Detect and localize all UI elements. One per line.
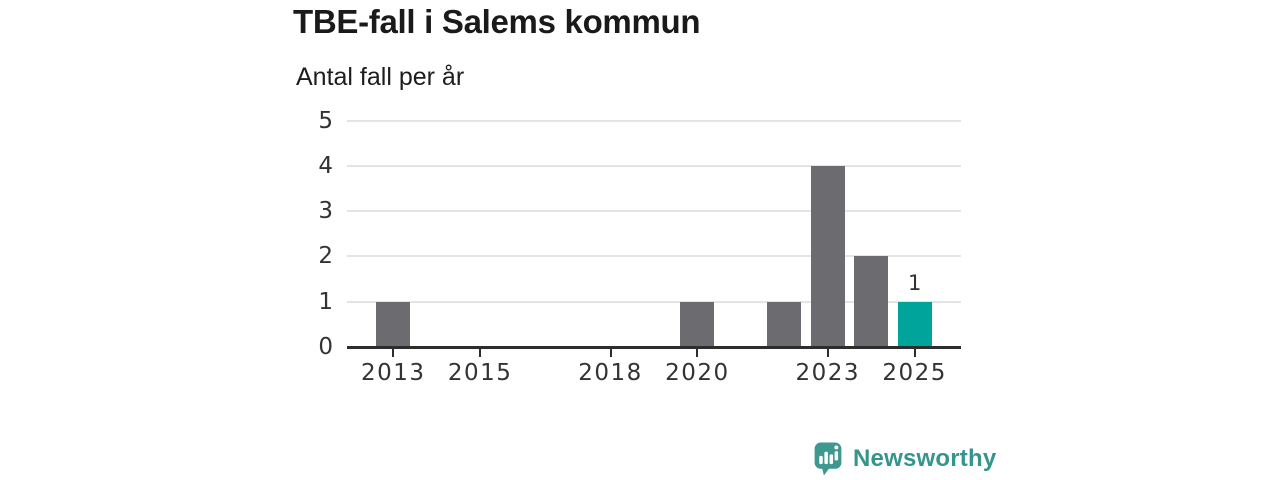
x-axis-label-2020: 2020 [665, 360, 730, 386]
x-axis-label-2013: 2013 [361, 360, 426, 386]
y-axis-label-2: 2 [318, 243, 333, 270]
x-axis-line [347, 346, 961, 349]
x-axis-tick-2015 [479, 349, 482, 357]
x-axis-tick-2013 [392, 349, 395, 357]
chart-subtitle: Antal fall per år [296, 63, 465, 91]
y-axis-label-5: 5 [318, 108, 333, 134]
x-axis-tick-2018 [609, 349, 612, 357]
bar-value-label: 1 [908, 270, 922, 295]
x-axis-tick-2023 [826, 349, 829, 357]
newsworthy-logo: Newsworthy [814, 441, 996, 477]
chart-title: TBE-fall i Salems kommun [293, 3, 701, 40]
newsworthy-bubble-chart-icon [814, 442, 842, 476]
gridline-y2 [347, 255, 961, 258]
x-axis-tick-2020 [696, 349, 699, 357]
newsworthy-logo-text: Newsworthy [853, 445, 997, 472]
x-axis-label-2018: 2018 [578, 360, 643, 386]
bar-2022 [767, 301, 802, 347]
bar-chart-plot: 1 2 3 4 5 0 1 2013 2015 2018 2020 2023 2025 [318, 108, 961, 386]
gridline-y5 [347, 120, 961, 122]
gridline-y1 [347, 300, 961, 303]
gridline-y3 [347, 210, 961, 213]
bar-2013 [376, 301, 411, 347]
y-axis-label-3: 3 [318, 198, 333, 225]
gridline-y4 [347, 165, 961, 168]
bar-2024 [854, 256, 889, 347]
x-axis-label-2025: 2025 [882, 360, 947, 386]
bar-2025 [897, 301, 932, 347]
bar-2020 [680, 301, 715, 347]
y-axis-label-1: 1 [318, 288, 333, 315]
y-axis-label-0: 0 [318, 333, 333, 360]
y-axis-label-4: 4 [318, 153, 333, 180]
x-axis-label-2023: 2023 [795, 360, 861, 386]
x-axis-tick-2025 [913, 349, 916, 357]
bar-2023 [810, 166, 845, 347]
x-axis-label-2015: 2015 [447, 360, 513, 386]
